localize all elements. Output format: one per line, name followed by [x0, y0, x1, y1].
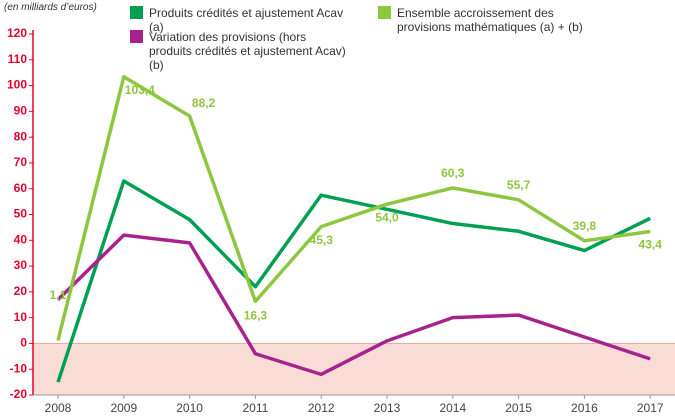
x-tick-label: 2015 — [505, 401, 532, 415]
y-tick-label: 80 — [14, 129, 28, 143]
y-tick-label: 50 — [14, 207, 28, 221]
y-tick-label: 0 — [20, 336, 27, 350]
y-tick-label: 20 — [14, 284, 28, 298]
data-label: 16,3 — [244, 309, 268, 323]
y-tick-label: 70 — [14, 155, 28, 169]
data-label: 43,4 — [639, 238, 663, 252]
x-tick-label: 2009 — [110, 401, 137, 415]
x-tick-label: 2012 — [308, 401, 335, 415]
data-label: 103,4 — [125, 83, 155, 97]
legend-item: Produits crédités et ajustement Acav (a) — [130, 6, 360, 34]
x-tick-label: 2016 — [571, 401, 598, 415]
y-tick-label: 30 — [14, 258, 28, 272]
legend-label: Variation des provisions (hors produits … — [149, 30, 346, 72]
data-label: 39,8 — [573, 219, 597, 233]
legend-swatch — [130, 30, 143, 43]
y-tick-label: 110 — [8, 52, 28, 66]
y-tick-label: 60 — [14, 181, 28, 195]
legend-item: Ensemble accroissement des provisions ma… — [378, 6, 608, 34]
data-label: 88,2 — [192, 96, 216, 110]
y-tick-label: 10 — [14, 310, 28, 324]
data-label: 45,3 — [310, 233, 334, 247]
y-tick-label: 90 — [14, 104, 28, 118]
y-tick-label: 100 — [7, 78, 27, 92]
y-tick-label: 120 — [7, 26, 27, 40]
x-tick-label: 2011 — [242, 401, 268, 415]
legend-label: Produits crédités et ajustement Acav (a) — [149, 6, 344, 34]
y-tick-label: 40 — [14, 232, 28, 246]
x-tick-label: 2017 — [637, 401, 664, 415]
data-label: 60,3 — [441, 166, 465, 180]
subtitle: (en milliards d’euros) — [4, 2, 97, 13]
legend-swatch — [130, 6, 143, 19]
legend-swatch — [378, 6, 391, 19]
legend-item: Variation des provisions (hors produits … — [130, 30, 350, 72]
y-tick-label: -20 — [10, 387, 28, 401]
x-tick-label: 2008 — [45, 401, 72, 415]
negative-zone — [33, 343, 675, 395]
y-tick-label: -10 — [10, 361, 28, 375]
series-line — [56, 233, 651, 377]
x-tick-label: 2013 — [374, 401, 401, 415]
x-tick-label: 2014 — [439, 401, 466, 415]
data-label: 54,0 — [375, 210, 399, 224]
legend-label: Ensemble accroissement des provisions ma… — [397, 6, 583, 34]
data-label: 1,1 — [50, 288, 67, 302]
series-line — [56, 179, 651, 383]
data-label: 55,7 — [507, 178, 531, 192]
series-line — [56, 75, 651, 342]
x-tick-label: 2010 — [176, 401, 203, 415]
